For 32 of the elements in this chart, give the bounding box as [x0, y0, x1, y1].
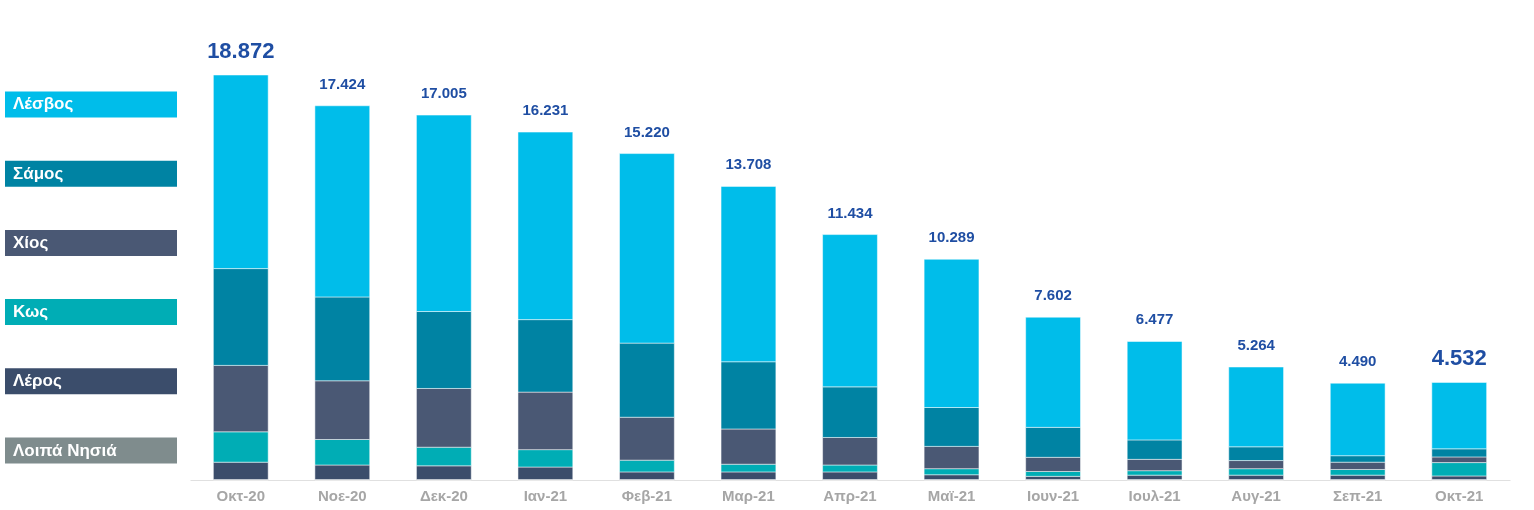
annotation: 4.532	[1431, 345, 1487, 371]
annotation: 10.289	[928, 228, 975, 246]
text: Σάμος	[13, 163, 64, 183]
text: Λοιπά Νησιά	[13, 440, 118, 460]
annotation: 15.220	[623, 122, 670, 140]
x-tick-label: Απρ-21	[823, 486, 877, 504]
annotation: 17.005	[420, 84, 467, 102]
annotation: 11.434	[827, 203, 874, 221]
annotation: 6.477	[1135, 310, 1174, 328]
annotation: 17.424	[319, 74, 366, 92]
x-tick-label: Δεκ-20	[419, 486, 468, 504]
text: Λέσβος	[13, 94, 74, 114]
x-tick-label: Φεβ-21	[621, 486, 673, 504]
annotation: 4.490	[1338, 352, 1377, 370]
x-tick-label: Οκτ-21	[1435, 486, 1484, 504]
x-tick-label: Ιαν-21	[523, 486, 568, 504]
text: Κως	[13, 302, 49, 322]
text: Χίος	[13, 232, 49, 252]
x-tick-label: Σεπ-21	[1333, 486, 1383, 504]
annotation: 5.264	[1237, 336, 1276, 354]
annotation: 7.602	[1034, 286, 1072, 304]
x-tick-label: Αυγ-21	[1231, 486, 1281, 504]
x-tick-label: Μαρ-21	[722, 486, 775, 504]
text: Λέρος	[13, 371, 62, 391]
x-tick-label: Οκτ-20	[216, 486, 265, 504]
x-tick-label: Ιουλ-21	[1128, 486, 1181, 504]
annotation: 13.708	[725, 155, 772, 173]
x-tick-label: Μαϊ-21	[927, 486, 976, 504]
x-tick-label: Νοε-20	[317, 486, 367, 504]
annotation: 16.231	[522, 101, 569, 119]
text: 18.872	[207, 38, 275, 63]
x-tick-label: Ιουν-21	[1027, 486, 1080, 504]
